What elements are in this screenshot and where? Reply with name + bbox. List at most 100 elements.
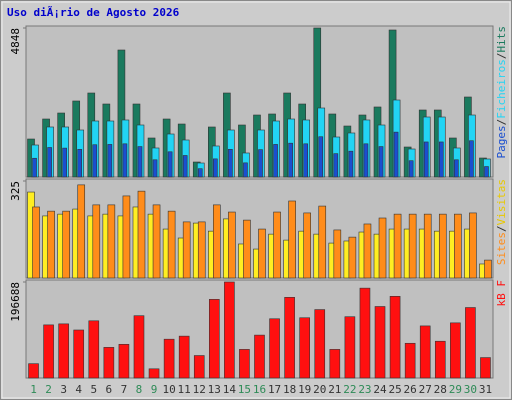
- legend-entry: Pages: [495, 125, 508, 158]
- legend-entry: Hits: [495, 26, 508, 53]
- x-tick-label: 13: [208, 383, 221, 396]
- x-tick-label: 22: [343, 383, 356, 396]
- bar: [58, 323, 69, 379]
- x-tick-label: 16: [253, 383, 266, 396]
- bar: [197, 221, 206, 279]
- bar: [178, 335, 190, 379]
- x-tick-label: 11: [178, 383, 191, 396]
- bar: [243, 219, 251, 279]
- legend-entry: Visitas: [495, 179, 508, 225]
- bar: [243, 162, 248, 178]
- x-tick-label: 5: [90, 383, 97, 396]
- x-tick-label: 30: [464, 383, 477, 396]
- x-tick-label: 19: [298, 383, 311, 396]
- bar: [314, 309, 326, 379]
- bar: [363, 143, 369, 178]
- bar: [28, 363, 39, 379]
- bar: [228, 149, 233, 178]
- bar: [228, 211, 236, 279]
- bar: [408, 213, 417, 279]
- bar: [117, 49, 126, 178]
- legend: kB F: [495, 280, 508, 307]
- bar: [209, 299, 220, 379]
- bar: [254, 334, 265, 379]
- bar: [122, 195, 131, 279]
- bar: [182, 221, 191, 279]
- bar: [303, 143, 308, 178]
- bar: [454, 213, 462, 279]
- x-tick-label: 21: [328, 383, 341, 396]
- x-tick-label: 7: [121, 383, 128, 396]
- bar: [299, 317, 310, 379]
- bar: [62, 147, 67, 178]
- x-tick-label: 25: [388, 383, 401, 396]
- x-tick-label: 31: [479, 383, 492, 396]
- bar: [197, 168, 203, 178]
- x-tick-label: 10: [162, 383, 175, 396]
- bar: [193, 355, 205, 379]
- bar: [423, 213, 432, 279]
- bar: [469, 212, 477, 279]
- bar: [359, 287, 371, 379]
- bar: [434, 340, 446, 379]
- y-tick-label: 196688: [9, 282, 22, 322]
- bar: [469, 140, 474, 178]
- bar: [438, 213, 447, 279]
- y-tick-label: 4848: [9, 28, 22, 55]
- legend-separator: /: [495, 53, 508, 60]
- bar: [258, 228, 266, 279]
- x-tick-label: 12: [193, 383, 206, 396]
- bar: [389, 296, 401, 379]
- bar: [419, 325, 431, 379]
- bar: [348, 236, 357, 279]
- bar: [77, 184, 86, 279]
- bar: [454, 159, 459, 178]
- bar: [73, 329, 85, 379]
- x-tick-label: 28: [434, 383, 447, 396]
- bar: [450, 322, 461, 379]
- bar: [92, 144, 98, 178]
- legend-entry: kB F: [495, 280, 508, 307]
- bar: [393, 131, 399, 178]
- bar: [152, 204, 161, 279]
- bar: [288, 142, 293, 178]
- bar: [374, 306, 386, 379]
- bar: [32, 157, 37, 178]
- bar: [378, 146, 384, 178]
- bar: [122, 143, 128, 178]
- y-tick-label: 325: [9, 181, 22, 201]
- bar: [239, 349, 250, 379]
- bar: [313, 27, 322, 178]
- bar: [77, 149, 83, 178]
- bar: [423, 141, 429, 178]
- bar: [333, 229, 342, 279]
- legend-separator: /: [495, 225, 508, 232]
- bar: [348, 150, 354, 178]
- bar: [32, 206, 40, 279]
- bar: [393, 213, 402, 279]
- x-tick-label: 23: [358, 383, 371, 396]
- bar: [88, 320, 100, 379]
- bar: [480, 357, 491, 379]
- bar: [152, 159, 158, 178]
- bar: [163, 338, 175, 379]
- bar: [137, 146, 143, 178]
- x-tick-label: 26: [404, 383, 417, 396]
- bar: [284, 297, 295, 379]
- x-tick-label: 17: [268, 383, 281, 396]
- bar: [167, 151, 173, 178]
- bar: [484, 259, 492, 279]
- legend: Sites/Visitas: [495, 179, 508, 265]
- bar: [238, 124, 246, 178]
- bar: [107, 204, 116, 279]
- bar: [92, 204, 101, 279]
- x-tick-label: 2: [45, 383, 52, 396]
- bar: [273, 144, 278, 178]
- x-tick-label: 20: [313, 383, 326, 396]
- legend: Pages/Ficheiros/Hits: [495, 26, 508, 158]
- x-tick-label: 3: [60, 383, 67, 396]
- x-tick-label: 1: [30, 383, 37, 396]
- bar: [273, 211, 281, 279]
- bar: [213, 204, 221, 279]
- bar: [484, 166, 489, 178]
